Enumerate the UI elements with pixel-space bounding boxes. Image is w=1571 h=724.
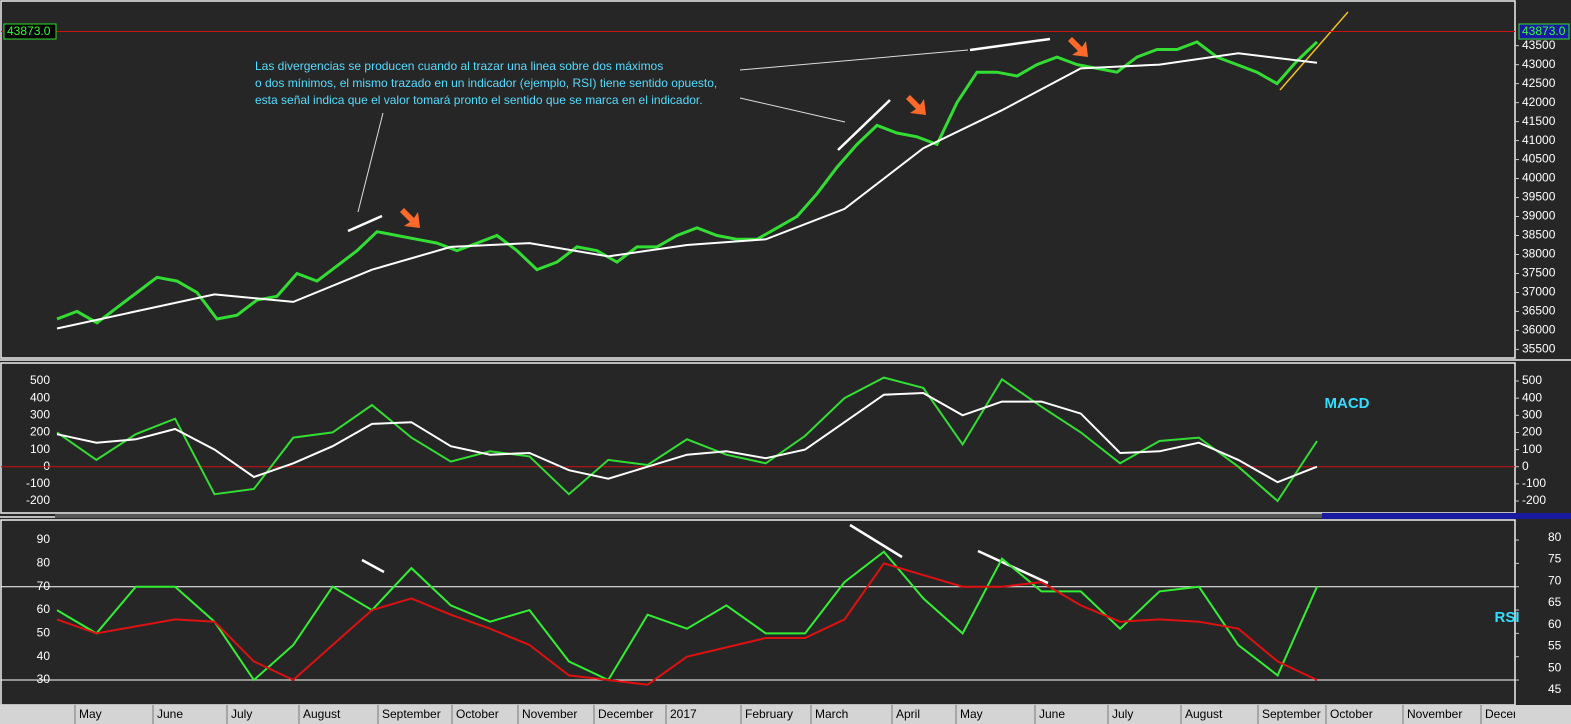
y-tick-label: 60 [37, 602, 51, 616]
y-tick-label: 50 [37, 626, 51, 640]
y-tick-label: 0 [43, 459, 50, 473]
y2-tick-label: 70 [1548, 573, 1562, 587]
y-tick-label: 39500 [1522, 190, 1556, 204]
annotation-pointers [357, 49, 969, 213]
y-tick-label: 41000 [1522, 133, 1556, 147]
x-tick-label: April [896, 707, 920, 721]
pane-title: MACD [1325, 395, 1370, 412]
y2-tick-label: 80 [1548, 530, 1562, 544]
y-tick-label: -200 [1522, 493, 1546, 507]
x-tick-label: March [815, 707, 848, 721]
y-tick-label: 41500 [1522, 114, 1556, 128]
y-tick-label: 500 [30, 373, 50, 387]
x-tick-label: February [745, 707, 793, 721]
y2-tick-label: 50 [1548, 660, 1562, 674]
y-tick-label: 80 [37, 556, 51, 570]
x-tick-label: 2017 [670, 707, 697, 721]
y-tick-label: 43000 [1522, 57, 1556, 71]
x-tick-label: October [1330, 707, 1373, 721]
x-tick-label: June [1039, 707, 1065, 721]
last-value-box [1518, 23, 1570, 40]
x-tick-label: June [157, 707, 183, 721]
y-tick-label: 100 [1522, 442, 1542, 456]
y-tick-label: 35500 [1522, 342, 1556, 356]
y2-tick-label: 65 [1548, 595, 1562, 609]
y-tick-label: 300 [1522, 407, 1542, 421]
series-line [56, 52, 1318, 330]
x-tick-label: May [960, 707, 983, 721]
y-tick-label: -200 [26, 493, 50, 507]
x-tick-label: December [598, 707, 653, 721]
last-value-label: 43873.0 [1522, 24, 1566, 38]
x-tick-label: August [1185, 707, 1223, 721]
y-tick-label: 200 [1522, 425, 1542, 439]
y2-tick-label: 45 [1548, 682, 1562, 696]
arrows [400, 37, 1088, 228]
trend-line [1279, 11, 1349, 91]
indicator-strip [1322, 513, 1571, 519]
y-tick-label: 40 [37, 649, 51, 663]
last-value-box [3, 23, 57, 40]
x-axis-band [0, 705, 1571, 724]
y-tick-label: 37500 [1522, 266, 1556, 280]
y-tick-label: -100 [1522, 476, 1546, 490]
y-tick-label: 40500 [1522, 152, 1556, 166]
x-tick-label: December [1485, 707, 1540, 721]
x-tick-label: July [231, 707, 252, 721]
annotation: esta señal indica que el valor tomará pr… [255, 93, 703, 107]
y-tick-label: 200 [30, 425, 50, 439]
series-line [56, 391, 1318, 484]
x-tick-label: August [303, 707, 341, 721]
y-tick-label: 0 [1522, 459, 1529, 473]
y2-tick-label: 75 [1548, 552, 1562, 566]
annotation: o dos mínimos, el mismo trazado en un in… [255, 76, 717, 90]
y-tick-label: 40000 [1522, 171, 1556, 185]
x-axis: May June July August September October Novembe… [74, 705, 1540, 724]
x-tick-label: September [382, 707, 441, 721]
x-tick-label: September [1262, 707, 1321, 721]
y-tick-label: 42000 [1522, 95, 1556, 109]
series-line [56, 40, 1319, 325]
last-value-label: 43873.0 [7, 24, 51, 38]
indicator-strip [55, 514, 1322, 518]
y-tick-label: 42500 [1522, 76, 1556, 90]
y-tick-label: 400 [30, 390, 50, 404]
y-tick-label: -100 [26, 476, 50, 490]
y-tick-label: 36000 [1522, 323, 1556, 337]
y-tick-label: 100 [30, 442, 50, 456]
y-tick-label: 300 [30, 407, 50, 421]
y2-tick-label: 55 [1548, 639, 1562, 653]
y-tick-label: 38500 [1522, 228, 1556, 242]
y-tick-label: 30 [37, 672, 51, 686]
y2-tick-label: 60 [1548, 617, 1562, 631]
y-tick-label: 500 [1522, 373, 1542, 387]
x-tick-label: October [456, 707, 499, 721]
y-tick-label: 39000 [1522, 209, 1556, 223]
y-tick-label: 36500 [1522, 304, 1556, 318]
y-tick-label: 37000 [1522, 285, 1556, 299]
y-tick-label: 38000 [1522, 247, 1556, 261]
y-tick-label: 400 [1522, 390, 1542, 404]
y-tick-label: 43500 [1522, 38, 1556, 52]
pane-title: RSI [1494, 609, 1519, 626]
series-line [56, 562, 1318, 686]
x-tick-label: July [1112, 707, 1133, 721]
y-tick-label: 70 [37, 579, 51, 593]
annotation: Las divergencias se producen cuando al t… [255, 59, 663, 73]
x-tick-label: November [1407, 707, 1462, 721]
x-tick-label: November [522, 707, 577, 721]
y-tick-label: 90 [37, 532, 51, 546]
x-tick-label: May [79, 707, 102, 721]
